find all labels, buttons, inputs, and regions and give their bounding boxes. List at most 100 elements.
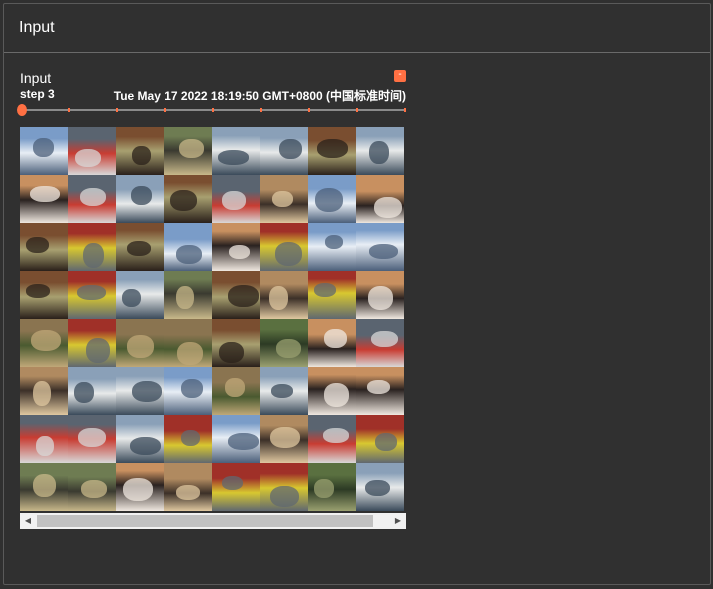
image-tile-frog (308, 463, 356, 511)
image-tile-airplane (20, 127, 68, 175)
tile-subject (132, 146, 151, 165)
slider-tick (356, 108, 358, 112)
image-tile-horse (116, 127, 164, 175)
image-tile-ship (116, 175, 164, 223)
tile-subject (26, 237, 49, 253)
tile-subject (314, 283, 336, 297)
tile-subject (315, 188, 343, 212)
slider-thumb[interactable] (17, 104, 27, 116)
tile-subject (219, 342, 244, 363)
tile-subject (86, 338, 110, 363)
image-tile-deer (20, 319, 68, 367)
image-tile-horse (20, 271, 68, 319)
tile-subject (130, 437, 161, 455)
slider-tick (260, 108, 262, 112)
slider-tick (212, 108, 214, 112)
image-tile-ship (356, 463, 404, 511)
tile-subject (324, 329, 347, 348)
image-tile-deer (212, 367, 260, 415)
tile-subject (123, 478, 153, 501)
horizontal-scrollbar[interactable]: ◀ ▶ (20, 513, 406, 529)
panel-header: Input (4, 4, 710, 53)
image-tile-horse (116, 223, 164, 271)
step-slider[interactable] (17, 104, 406, 116)
tile-subject (30, 186, 60, 202)
image-tile-truck (164, 415, 212, 463)
tile-subject (222, 476, 243, 490)
tile-subject (270, 427, 300, 448)
tile-subject (279, 139, 302, 159)
image-tile-horse (212, 271, 260, 319)
scroll-thumb[interactable] (37, 515, 373, 527)
meta-row: step 3 Tue May 17 2022 18:19:50 GMT+0800… (20, 86, 406, 103)
image-tile-horse (164, 175, 212, 223)
image-tile-truck (308, 271, 356, 319)
image-tile-cat (260, 271, 308, 319)
image-tile-automobile (68, 127, 116, 175)
input-panel: Input Input - step 3 Tue May 17 2022 18:… (3, 3, 711, 585)
tile-subject (179, 139, 204, 158)
image-tile-truck (260, 223, 308, 271)
image-tile-cat (20, 367, 68, 415)
tile-subject (314, 479, 334, 498)
tile-subject (74, 382, 94, 403)
tile-subject (33, 381, 51, 406)
tile-subject (122, 289, 141, 307)
tile-subject (228, 433, 259, 450)
slider-tick (164, 108, 166, 112)
slider-tick (68, 108, 70, 112)
image-tile-ship (356, 127, 404, 175)
tile-subject (225, 378, 245, 397)
image-grid (20, 127, 404, 511)
image-tile-dog (212, 223, 260, 271)
step-label: step 3 (20, 87, 55, 101)
image-tile-airplane (164, 223, 212, 271)
tile-subject (375, 433, 397, 451)
tile-subject (170, 190, 197, 211)
tile-subject (276, 339, 301, 358)
tile-subject (127, 335, 154, 358)
card-title: Input (20, 70, 52, 86)
image-tile-airplane (356, 223, 404, 271)
scroll-left-arrow-icon[interactable]: ◀ (24, 516, 32, 525)
tile-subject (317, 139, 348, 158)
tile-subject (33, 474, 56, 497)
tile-subject (369, 141, 389, 164)
image-tile-dog (116, 463, 164, 511)
image-tile-bird (164, 271, 212, 319)
tile-subject (132, 381, 162, 402)
tile-subject (36, 436, 54, 456)
image-tile-horse (212, 319, 260, 367)
tile-subject (176, 286, 194, 309)
collapse-button[interactable]: - (394, 70, 406, 82)
slider-tick (116, 108, 118, 112)
image-tile-dog (20, 175, 68, 223)
tile-subject (83, 243, 104, 268)
tile-subject (177, 342, 203, 365)
tile-subject (323, 428, 349, 443)
image-tile-bird (20, 463, 68, 511)
image-tile-airplane (164, 367, 212, 415)
slider-tick (404, 108, 406, 112)
image-tile-airplane (308, 175, 356, 223)
tile-subject (81, 480, 107, 498)
image-tile-truck (260, 463, 308, 511)
timestamp: Tue May 17 2022 18:19:50 GMT+0800 (中国标准时… (113, 89, 406, 103)
tile-subject (367, 380, 390, 394)
tile-subject (325, 235, 343, 249)
tile-subject (229, 245, 250, 259)
image-tile-truck (68, 223, 116, 271)
tile-subject (181, 430, 200, 446)
tile-subject (26, 284, 50, 298)
panel-title: Input (19, 19, 55, 36)
tile-subject (365, 480, 390, 496)
scroll-right-arrow-icon[interactable]: ▶ (394, 516, 402, 525)
image-tile-ship (212, 127, 260, 175)
image-tile-dog (308, 319, 356, 367)
image-tile-frog (260, 319, 308, 367)
image-tile-ship (116, 367, 164, 415)
image-tile-truck (68, 271, 116, 319)
tile-subject (228, 285, 259, 307)
tile-subject (272, 191, 293, 207)
image-tile-horse (20, 223, 68, 271)
